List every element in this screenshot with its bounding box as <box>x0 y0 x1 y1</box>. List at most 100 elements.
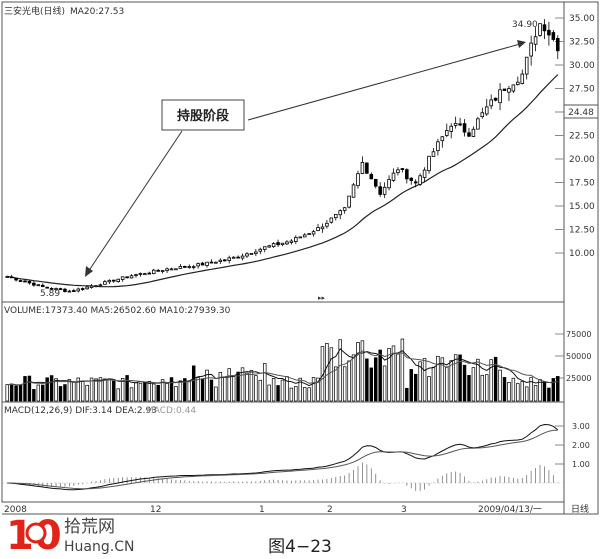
volume-bar <box>134 382 138 402</box>
volume-bar <box>360 340 365 402</box>
current-price-label: 24.48 <box>568 108 594 118</box>
annotation-text: 持股阶段 <box>177 108 229 124</box>
price-tick-label: 35.00 <box>569 14 595 24</box>
volume-bar <box>112 380 116 402</box>
candle-body <box>200 262 205 266</box>
candle-body <box>400 168 405 170</box>
volume-bar <box>436 355 440 402</box>
arrow-head-high <box>517 40 526 48</box>
x-label-1: 1 <box>259 505 265 515</box>
x-label-last-date: 2009/04/13/一 <box>478 505 542 515</box>
price-panel-frame <box>1 1 565 303</box>
volume-bar <box>76 377 80 402</box>
candle-body <box>413 181 418 184</box>
volume-bar <box>538 379 542 402</box>
candle-body <box>151 269 156 275</box>
high-price-label: 34.90 <box>512 20 538 30</box>
candle-body <box>445 130 449 136</box>
macd-tick-label: 2.00 <box>572 441 590 450</box>
candle-body <box>147 272 152 275</box>
macd-value-label: MACD:0.44 <box>146 406 196 416</box>
candle-body <box>262 246 267 250</box>
candle-body <box>27 281 32 284</box>
volume-bar <box>258 379 263 402</box>
volume-bar <box>493 356 498 402</box>
candle-body <box>14 277 18 281</box>
macd-dea-path <box>7 429 558 490</box>
volume-bar <box>480 374 485 402</box>
volume-bar <box>41 384 45 402</box>
volume-bar <box>400 338 405 402</box>
arrow-head-low <box>85 266 93 277</box>
candle-body <box>378 186 382 195</box>
volume-bar <box>422 358 427 402</box>
candle-body <box>325 222 329 227</box>
candle-body <box>36 284 41 287</box>
candle-body <box>80 288 85 290</box>
low-price-label: 5.89 <box>40 289 60 299</box>
macd-y-axis: 3.00 2.00 1.00 <box>572 422 590 469</box>
site-logo: 10 拾荒网 Huang.CN <box>6 513 134 559</box>
candle-body <box>285 241 289 245</box>
volume-bar <box>440 357 445 402</box>
volume-bar <box>316 377 320 402</box>
ma20-line <box>7 74 559 288</box>
candle-body <box>391 172 396 181</box>
candle-body <box>427 155 431 172</box>
price-tick-label: 20.00 <box>569 155 595 165</box>
candle-body <box>120 276 125 280</box>
volume-bar <box>276 385 280 402</box>
logo-url: Huang.CN <box>64 539 134 555</box>
volume-bar <box>467 375 471 402</box>
candle-body <box>58 288 63 291</box>
volume-bar <box>529 377 533 402</box>
candle-body <box>294 237 298 243</box>
candle-body <box>507 88 511 93</box>
volume-bar <box>485 374 489 402</box>
volume-bar <box>533 384 538 402</box>
candle-body <box>18 280 23 282</box>
candle-body <box>236 256 240 259</box>
volume-bar <box>218 372 223 402</box>
volume-bar <box>476 358 480 402</box>
volume-bar <box>325 343 329 402</box>
volume-bar <box>516 383 520 402</box>
candle-body <box>45 286 49 289</box>
volume-bar <box>356 342 360 402</box>
candle-body <box>89 285 94 288</box>
candle-body <box>422 169 427 178</box>
volume-bar <box>351 354 356 402</box>
candle-body <box>484 106 489 115</box>
volume-ma5-path <box>7 348 558 387</box>
volume-bar <box>271 378 276 402</box>
volume-bar <box>49 375 54 402</box>
candle-body <box>245 253 249 257</box>
volume-bar <box>254 375 258 402</box>
candle-body <box>449 125 453 132</box>
volume-ma10-path <box>7 350 558 386</box>
ma20-label: MA20:27.53 <box>70 7 124 17</box>
price-y-axis: 35.0032.5030.0027.5025.0022.5020.0017.50… <box>569 14 595 259</box>
candle-body <box>396 169 400 174</box>
candle-body <box>160 270 165 272</box>
candle-body <box>191 266 196 269</box>
volume-bar <box>129 387 134 402</box>
candle-body <box>85 286 89 290</box>
x-label-3: 3 <box>401 505 407 515</box>
candle-body <box>76 288 81 292</box>
volume-bar <box>45 377 49 402</box>
macd-grid <box>2 425 564 484</box>
volume-bar <box>551 378 556 402</box>
volume-bar <box>338 339 342 402</box>
candle-body <box>524 56 529 75</box>
candles <box>5 19 560 293</box>
volume-bar <box>547 387 551 402</box>
candle-body <box>551 32 556 40</box>
candle-body <box>467 132 471 137</box>
volume-bar <box>191 365 196 402</box>
volume-bar <box>107 379 112 402</box>
candle-body <box>103 281 107 285</box>
x-axis-labels: 2008 12 1 2 3 2009/04/13/一 日线 <box>4 503 589 515</box>
volume-bar <box>80 381 85 402</box>
